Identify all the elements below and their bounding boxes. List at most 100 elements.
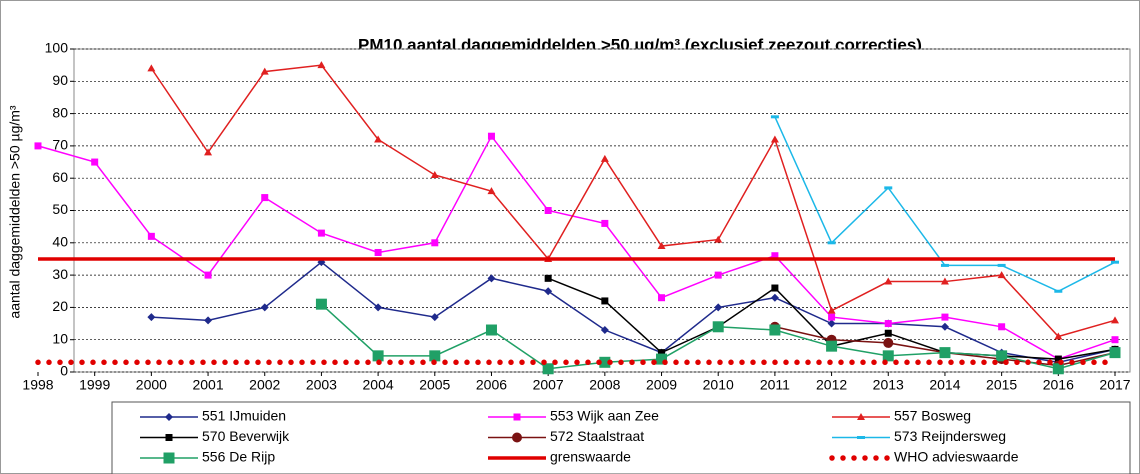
x-tick-label: 2006 <box>476 377 507 393</box>
data-point <box>714 235 723 243</box>
data-point <box>260 303 269 312</box>
data-point <box>1111 316 1119 324</box>
data-point <box>601 219 609 227</box>
x-tick-label: 2000 <box>136 377 167 393</box>
data-point <box>147 64 156 72</box>
y-tick-label: 70 <box>52 137 68 153</box>
data-point <box>998 323 1006 331</box>
legend-label: WHO advieswaarde <box>894 449 1019 465</box>
data-point <box>1111 336 1119 344</box>
data-point <box>599 356 611 368</box>
data-point <box>770 135 779 143</box>
data-point <box>487 187 496 195</box>
data-point <box>374 248 382 256</box>
data-point <box>658 294 666 302</box>
legend-marker <box>165 413 173 421</box>
x-tick-label: 2017 <box>1099 377 1130 393</box>
y-tick-label: 60 <box>52 169 68 185</box>
x-tick-label: 1998 <box>22 377 53 393</box>
y-tick-label: 30 <box>52 266 68 282</box>
data-point <box>827 306 836 314</box>
y-tick-label: 10 <box>52 330 68 346</box>
legend-label: 553 Wijk aan Zee <box>550 408 659 424</box>
data-point <box>317 229 325 237</box>
x-tick-label: 2008 <box>589 377 620 393</box>
x-tick-label: 2001 <box>192 377 223 393</box>
y-tick-label: 40 <box>52 234 68 250</box>
data-point <box>827 241 836 245</box>
legend-label: 570 Beverwijk <box>202 428 290 444</box>
data-point <box>883 337 894 348</box>
data-point <box>261 194 269 202</box>
legend-box <box>111 401 1131 474</box>
data-point <box>204 271 212 279</box>
data-point <box>657 242 666 250</box>
legend-label: 572 Staalstraat <box>550 428 644 444</box>
y-tick-label: 50 <box>52 201 68 217</box>
data-point <box>714 271 722 279</box>
data-point <box>884 320 892 328</box>
x-tick-label: 2004 <box>363 377 394 393</box>
legend-marker <box>857 436 865 439</box>
data-point <box>769 324 781 336</box>
series-line <box>150 64 1116 338</box>
data-point <box>882 350 894 362</box>
legend-marker <box>512 432 522 443</box>
data-point <box>658 349 666 357</box>
data-point <box>770 293 779 302</box>
data-point <box>600 154 609 162</box>
series-line <box>151 261 1116 364</box>
y-tick-label: 90 <box>52 72 68 88</box>
data-point <box>940 322 949 331</box>
x-tick-label: 2012 <box>816 377 847 393</box>
data-point <box>485 324 497 336</box>
x-tick-label: 2011 <box>760 377 790 393</box>
data-point <box>260 67 269 75</box>
data-point <box>1052 363 1064 375</box>
data-point <box>487 274 496 283</box>
data-point <box>431 239 439 247</box>
data-point <box>204 316 213 325</box>
data-point <box>884 277 893 285</box>
data-point <box>940 277 949 285</box>
legend-label: 556 De Rijp <box>202 449 275 465</box>
x-tick-label: 2010 <box>703 377 734 393</box>
data-point <box>374 135 383 143</box>
data-point <box>884 329 892 337</box>
data-point <box>544 274 552 282</box>
data-point <box>430 170 439 178</box>
legend-marker <box>165 434 173 441</box>
data-point <box>827 319 836 328</box>
data-point <box>997 263 1006 267</box>
data-point <box>542 363 554 375</box>
data-point <box>204 148 213 156</box>
data-point <box>374 303 383 312</box>
data-point <box>601 297 609 305</box>
data-point <box>939 347 951 359</box>
y-tick-label: 100 <box>45 40 69 56</box>
legend-label: 573 Reijndersweg <box>894 428 1006 444</box>
x-tick-label: 2013 <box>873 377 904 393</box>
legend-marker <box>163 452 175 464</box>
x-tick-label: 2016 <box>1043 377 1074 393</box>
data-point <box>1109 347 1121 359</box>
x-tick-label: 2015 <box>986 377 1017 393</box>
data-point <box>544 287 553 296</box>
legend-label: 551 IJmuiden <box>202 408 286 424</box>
data-point <box>826 340 838 352</box>
x-tick-label: 2007 <box>533 377 564 393</box>
x-tick-label: 2002 <box>249 377 280 393</box>
data-point <box>884 186 893 190</box>
data-point <box>1054 289 1063 293</box>
data-point <box>600 326 609 335</box>
x-tick-label: 2005 <box>419 377 450 393</box>
y-tick-label: 0 <box>60 363 68 379</box>
data-point <box>315 298 327 310</box>
data-point <box>1054 355 1062 363</box>
y-axis-label: aantal daggemiddelden >50 µg/m³ <box>7 105 23 318</box>
legend-label: 557 Bosweg <box>894 408 971 424</box>
data-point <box>147 313 156 322</box>
x-tick-label: 1999 <box>79 377 110 393</box>
data-point <box>997 271 1006 279</box>
data-point <box>714 303 723 312</box>
